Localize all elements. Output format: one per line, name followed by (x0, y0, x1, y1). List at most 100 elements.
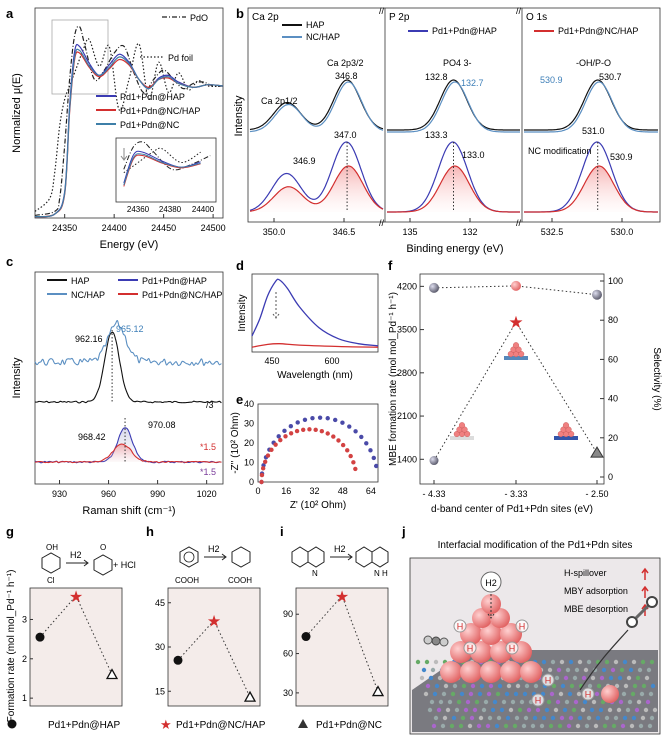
panel-h-reaction: COOH H2 COOH (175, 544, 252, 585)
substrate-atom (563, 675, 569, 681)
substrate-atom (547, 667, 553, 673)
a-xtick-label-1: 24400 (102, 223, 127, 233)
substrate-atom (577, 715, 583, 721)
axis-break-4: // (516, 218, 522, 228)
substrate-atom (526, 707, 532, 713)
panel-label-e: e (236, 392, 243, 407)
substrate-atom (485, 723, 491, 729)
b-hap-1 (387, 79, 520, 131)
label-o-bot: 530.9 (610, 152, 633, 162)
f-xtick-2: - 2.50 (585, 489, 608, 499)
iPlot-point-2 (371, 685, 385, 697)
substrate-atom (618, 699, 624, 705)
substrate-atom (639, 691, 645, 697)
legend-b-pdhap: Pd1+Pdn@HAP (432, 26, 497, 36)
panel-a-legend-top: PdO Pd foil (140, 13, 208, 63)
substrate-atom (549, 691, 555, 697)
substrate-atom (580, 707, 586, 713)
eis-point (265, 453, 271, 458)
label-ca-mid: 347.0 (334, 130, 357, 140)
substrate-atom (584, 723, 590, 729)
pd-atom (520, 661, 542, 683)
substrate-atom (600, 699, 606, 705)
substrate-atom (617, 675, 623, 681)
panel-e-ylabel: -Z'' (10² Ohm) (230, 412, 241, 474)
substrate-atom (522, 691, 528, 697)
substrate-atom (634, 707, 640, 713)
axis-break-2: // (516, 6, 522, 16)
h-atom-bg-2 (463, 641, 477, 655)
xanes-curve-4 (34, 48, 224, 218)
legend-c-nchap: NC/HAP (71, 290, 105, 300)
substrate-atom (438, 699, 444, 705)
substrate-atom (428, 675, 434, 681)
b-hap-2 (524, 79, 658, 131)
substrate-atom (430, 667, 436, 673)
f-cluster-left-atom (459, 422, 466, 429)
h2-label: H2 (485, 578, 497, 588)
eis-point (269, 447, 274, 453)
f-cluster-right-atom (565, 426, 572, 433)
raman-curve-1 (34, 320, 222, 367)
substrate-atom (572, 675, 578, 681)
panel-f-frame (419, 273, 605, 485)
e-xtick-0: 0 (255, 486, 260, 496)
b-xtick-label-0: 350.0 (263, 227, 286, 237)
substrate-atom (601, 667, 607, 673)
substrate-atom (631, 659, 637, 665)
substrate-atom (568, 659, 574, 665)
inset-tick-3: 24400 (192, 205, 215, 214)
substrate-atom (565, 667, 571, 673)
f-ytick-0: 1400 (397, 454, 417, 464)
eis-point (371, 455, 376, 461)
substrate-atom (649, 659, 655, 665)
eis-point (262, 459, 268, 464)
eis-point (294, 428, 300, 434)
panel-label-d: d (236, 258, 244, 273)
substrate-atom (415, 659, 421, 665)
panel-h-frame (167, 587, 261, 707)
substrate-atom (645, 699, 651, 705)
inset-curve-0 (123, 141, 211, 171)
eis-point (368, 448, 373, 453)
f-rate-point-0 (429, 456, 439, 466)
bottom-legend-star: ★ (160, 717, 172, 732)
substrate-atom (440, 723, 446, 729)
f-ytick-r-4: 80 (608, 315, 618, 325)
substrate-atom (638, 723, 644, 729)
substrate-atom (647, 723, 653, 729)
substrate-atom (607, 707, 613, 713)
panel-b-frame (247, 7, 661, 223)
substrate-atom (442, 715, 448, 721)
substrate-atom (461, 683, 467, 689)
inset-curve-1 (123, 147, 201, 174)
panel-f-ylabel-right: Selectivity (%) (651, 347, 662, 410)
substrate-atom (445, 707, 451, 713)
eis-point (288, 423, 294, 429)
g-h2: H2 (70, 550, 82, 560)
substrate-atom (594, 691, 600, 697)
e-ytick-2: 20 (244, 438, 254, 448)
panel-c-curves (34, 320, 223, 464)
label-p-top-right: 132.7 (461, 78, 484, 88)
f-rate-point-2 (590, 446, 604, 458)
panel-d-frame (251, 273, 379, 353)
substrate-atom (421, 667, 427, 673)
substrate-atom (595, 715, 601, 721)
eis-point (325, 416, 330, 421)
substrate-atom (571, 707, 577, 713)
substrate-atom (632, 683, 638, 689)
substrate-atom (513, 691, 519, 697)
panel-a-xticks: 24350 24400 24450 24500 (52, 214, 226, 233)
panel-e-ticks: 0 16 32 48 64 0 10 20 30 40 (244, 399, 376, 496)
substrate-atom (621, 691, 627, 697)
substrate-atom (535, 707, 541, 713)
panel-h-plot: 15 30 45 ★ (155, 598, 257, 702)
f-ytick-4: 4200 (397, 281, 417, 291)
hPlot-point-2 (243, 690, 257, 702)
h2-bubble (480, 571, 502, 593)
panel-g-reaction: OH Cl H2 O + HCl (41, 543, 136, 585)
substrate-atom (472, 707, 478, 713)
panel-label-c: c (6, 254, 13, 269)
